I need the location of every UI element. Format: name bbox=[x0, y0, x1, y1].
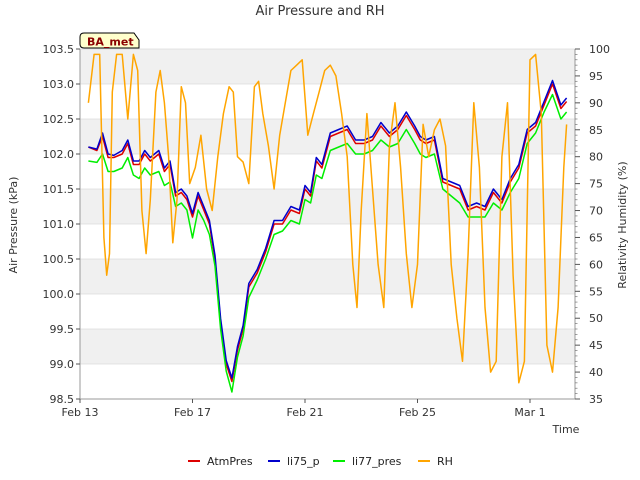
legend-label: RH bbox=[437, 455, 453, 468]
y-axis-ticks: 98.5 99.0 99.5 100.0 100.5 101.0 101.5 102.0 102… bbox=[43, 43, 80, 406]
y2-axis-label: Relativity Humidity (%) bbox=[616, 161, 629, 288]
station-badge: BA_met bbox=[79, 32, 140, 49]
y2-tick-label: 55 bbox=[589, 285, 603, 298]
y-tick-label: 103.0 bbox=[43, 78, 75, 91]
y2-tick-label: 80 bbox=[589, 151, 603, 164]
y-tick-label: 101.5 bbox=[43, 183, 75, 196]
series-line-li75-p bbox=[88, 79, 568, 379]
y2-tick-label: 40 bbox=[589, 366, 603, 379]
y2-tick-label: 65 bbox=[589, 231, 603, 244]
badge-label: BA_met bbox=[87, 36, 134, 49]
x-tick-label: Feb 21 bbox=[287, 406, 324, 419]
y2-tick-label: 95 bbox=[589, 70, 603, 83]
y2-axis-ticks: 35 40 45 50 55 60 65 70 75 80 85 90 95 100 bbox=[575, 43, 610, 406]
legend-label: li77_pres bbox=[352, 455, 402, 468]
series-line-rh bbox=[87, 53, 568, 384]
y2-tick-label: 35 bbox=[589, 393, 603, 406]
legend-label: AtmPres bbox=[207, 455, 253, 468]
y2-tick-label: 85 bbox=[589, 124, 603, 137]
y2-tick-label: 90 bbox=[589, 97, 603, 110]
y2-tick-label: 70 bbox=[589, 205, 603, 218]
plot-band bbox=[80, 329, 575, 364]
y2-tick-label: 50 bbox=[589, 312, 603, 325]
x-tick-label: Mar 1 bbox=[514, 406, 545, 419]
x-axis-ticks: Feb 13 Feb 17 Feb 21 Feb 25 Mar 1 bbox=[62, 399, 546, 419]
y-tick-label: 99.0 bbox=[50, 358, 75, 371]
series-line-li77-pres bbox=[88, 93, 568, 393]
x-tick-label: Feb 25 bbox=[399, 406, 436, 419]
y2-tick-label: 100 bbox=[589, 43, 610, 56]
legend-label: li75_p bbox=[287, 455, 320, 468]
x-tick-label: Feb 13 bbox=[62, 406, 99, 419]
plot-series bbox=[87, 53, 568, 393]
y-axis-label: Air Pressure (kPa) bbox=[7, 177, 20, 274]
y2-tick-label: 75 bbox=[589, 178, 603, 191]
y-tick-label: 99.5 bbox=[50, 323, 75, 336]
plot-band bbox=[80, 259, 575, 294]
legend: AtmPres li75_p li77_pres RH bbox=[188, 455, 453, 468]
y-tick-label: 102.5 bbox=[43, 113, 75, 126]
y-tick-label: 101.0 bbox=[43, 218, 75, 231]
y2-tick-label: 45 bbox=[589, 339, 603, 352]
y2-tick-label: 60 bbox=[589, 258, 603, 271]
plot-band bbox=[80, 49, 575, 84]
y-tick-label: 102.0 bbox=[43, 148, 75, 161]
series-line-atmpres bbox=[88, 83, 568, 383]
y-tick-label: 100.5 bbox=[43, 253, 75, 266]
y-tick-label: 98.5 bbox=[50, 393, 75, 406]
badge-background bbox=[79, 32, 140, 49]
x-tick-label: Feb 17 bbox=[174, 406, 211, 419]
y-tick-label: 100.0 bbox=[43, 288, 75, 301]
y-tick-label: 103.5 bbox=[43, 43, 75, 56]
chart-title: Air Pressure and RH bbox=[255, 4, 384, 19]
x-axis-label: Time bbox=[552, 423, 580, 436]
